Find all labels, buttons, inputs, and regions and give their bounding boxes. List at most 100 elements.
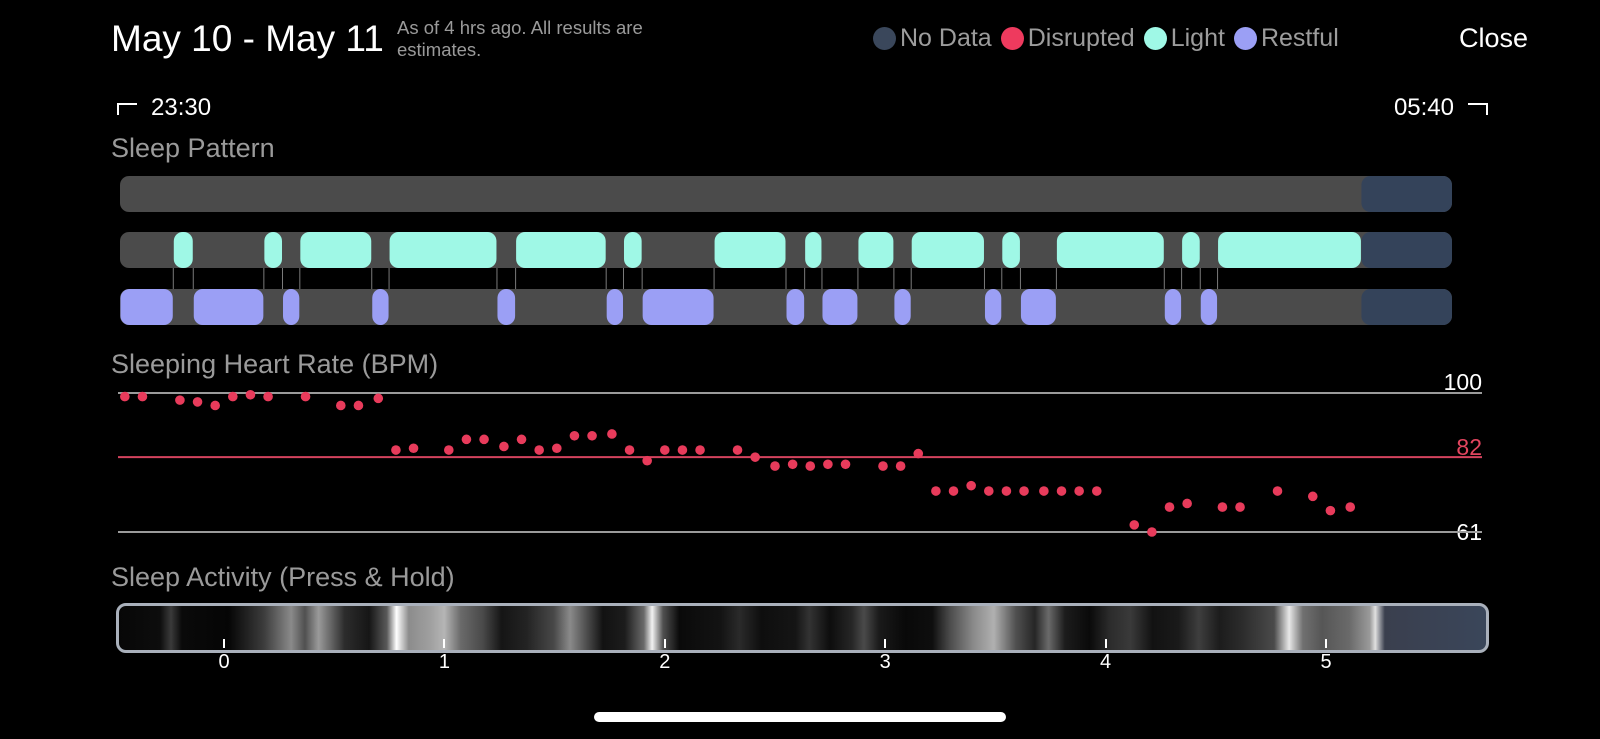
heart-rate-point — [1091, 486, 1102, 496]
heart-rate-point — [805, 461, 816, 471]
home-indicator[interactable] — [594, 712, 1006, 722]
light-segment — [1056, 232, 1164, 268]
heart-rate-point — [660, 445, 670, 455]
restful-segment — [894, 289, 911, 325]
heart-rate-point — [373, 393, 384, 404]
heart-rate-point — [228, 391, 238, 402]
heart-rate-point — [137, 391, 148, 402]
start-time-label: 23:30 — [151, 94, 212, 121]
heart-rate-point — [1129, 520, 1140, 530]
no-data-segment — [1361, 289, 1452, 325]
heart-rate-point — [336, 400, 346, 411]
hr-avg-label: 82 — [1456, 434, 1482, 460]
heart-rate-point — [552, 443, 562, 454]
legend-item-no-data: No Data — [873, 24, 992, 53]
light-segment — [805, 232, 822, 268]
light-segment — [516, 232, 606, 268]
heart-rate-point — [175, 395, 185, 405]
light-segment — [1182, 232, 1200, 268]
heart-rate-point — [1147, 527, 1157, 537]
heart-rate-point — [677, 445, 688, 455]
light-segment — [300, 232, 372, 268]
legend: No Data Disrupted Light Restful — [873, 24, 1348, 53]
light-segment — [1002, 232, 1020, 268]
axis-tick-label: 2 — [659, 651, 671, 673]
sleep-pattern-chart[interactable] — [120, 176, 1482, 332]
heart-rate-point — [931, 486, 941, 496]
sleep-pattern-label: Sleep Pattern — [111, 133, 275, 163]
restful-segment — [497, 289, 516, 325]
heart-rate-point — [461, 434, 472, 445]
heart-rate-point — [479, 434, 489, 445]
light-segment — [389, 232, 497, 268]
estimate-note: As of 4 hrs ago. All results are estimat… — [397, 17, 643, 60]
heart-rate-point — [408, 443, 419, 454]
disrupted-dot-icon — [1000, 27, 1024, 50]
light-segment — [911, 232, 984, 268]
heart-rate-point — [1345, 502, 1356, 512]
axis-tick-mark — [443, 639, 446, 648]
light-segment — [858, 232, 894, 268]
heart-rate-point — [983, 486, 994, 496]
restful-segment — [1200, 289, 1218, 325]
hr-max-label: 100 — [1443, 369, 1482, 395]
restful-segment — [283, 289, 300, 325]
heart-rate-point — [120, 391, 130, 402]
heart-rate-point — [840, 459, 851, 470]
heart-rate-point — [913, 448, 924, 459]
legend-label: Disrupted — [1027, 24, 1135, 52]
heart-rate-point — [210, 400, 220, 411]
restful-segment — [1164, 289, 1182, 325]
restful-segment — [642, 289, 714, 325]
axis-tick-label: 4 — [1100, 651, 1112, 673]
heart-rate-point — [750, 452, 760, 462]
no-data-segment — [1361, 232, 1452, 268]
start-time: 23:30 — [117, 94, 211, 122]
heart-rate-point — [1164, 502, 1175, 512]
heart-rate-point — [1001, 486, 1012, 496]
heart-rate-point — [1325, 505, 1336, 516]
legend-label: Restful — [1260, 24, 1339, 52]
heart-rate-chart — [118, 389, 1482, 537]
no-data-dot-icon — [873, 27, 896, 50]
heart-rate-point — [607, 429, 617, 439]
heart-rate-point — [1039, 486, 1049, 496]
heart-rate-point — [444, 445, 454, 455]
heart-rate-point — [948, 486, 959, 496]
axis-tick-mark — [1325, 639, 1327, 648]
heart-rate-point — [300, 391, 311, 402]
axis-tick-label: 1 — [438, 651, 450, 673]
close-button[interactable]: Close — [1458, 23, 1528, 53]
heart-rate-point — [1074, 486, 1084, 496]
legend-item-disrupted: Disrupted — [1000, 24, 1135, 53]
pattern-track — [120, 176, 1452, 212]
light-segment — [1218, 232, 1361, 268]
heart-rate-point — [878, 461, 888, 471]
heart-rate-point — [770, 461, 780, 471]
heart-rate-point — [624, 445, 635, 455]
heart-rate-point — [587, 430, 597, 441]
heart-rate-point — [192, 397, 203, 407]
light-dot-icon — [1143, 27, 1167, 50]
sleep-activity-bar[interactable] — [116, 603, 1489, 653]
heart-rate-point — [391, 445, 401, 455]
light-segment — [264, 232, 283, 268]
page-title: May 10 - May 11 — [111, 18, 384, 59]
heart-rate-point — [569, 430, 580, 441]
heart-rate-point — [823, 459, 833, 470]
end-time-label: 05:40 — [1393, 94, 1454, 121]
axis-tick-mark — [663, 639, 666, 648]
end-time: 05:40 — [1394, 94, 1488, 122]
heart-rate-point — [1307, 491, 1318, 502]
heart-rate-point — [1056, 486, 1067, 496]
heart-rate-point — [1182, 498, 1192, 509]
heart-rate-point — [1019, 486, 1029, 496]
legend-label: Light — [1170, 24, 1225, 52]
restful-segment — [786, 289, 805, 325]
axis-tick-label: 5 — [1320, 651, 1332, 673]
heart-rate-point — [787, 459, 798, 470]
heart-rate-label: Sleeping Heart Rate (BPM) — [111, 349, 439, 379]
restful-segment — [606, 289, 623, 325]
axis-tick-label: 0 — [218, 651, 230, 673]
heart-rate-point — [695, 445, 705, 455]
